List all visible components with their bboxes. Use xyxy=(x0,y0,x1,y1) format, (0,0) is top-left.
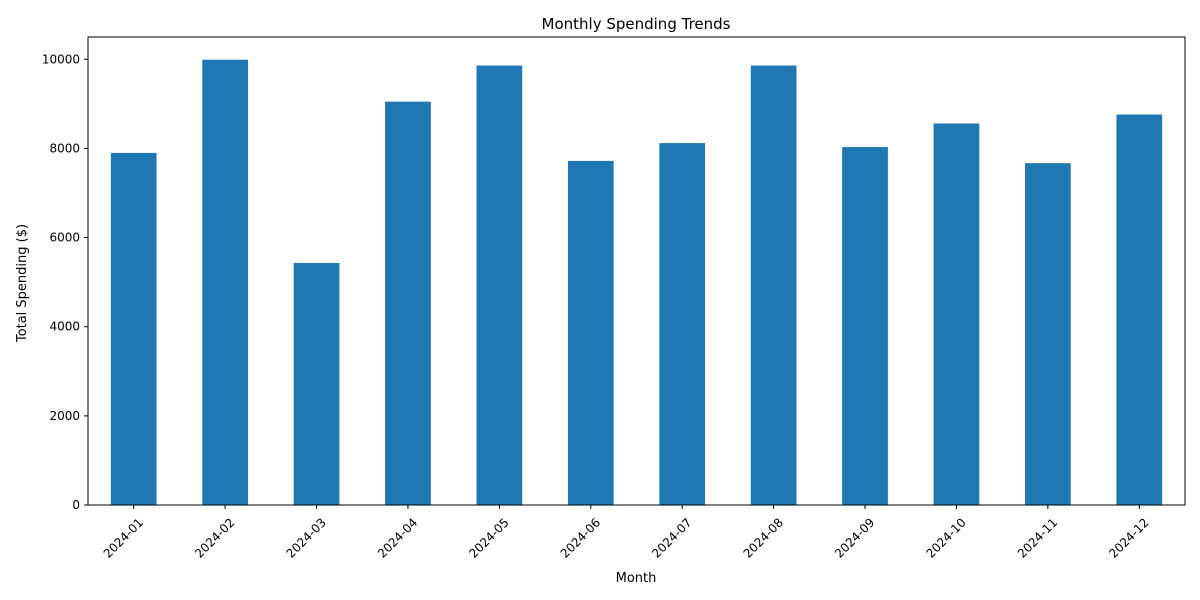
x-tick-label: 2024-10 xyxy=(923,515,968,560)
x-tick-label: 2024-11 xyxy=(1015,515,1060,560)
bar-2024-09 xyxy=(842,147,888,505)
x-tick-label: 2024-04 xyxy=(375,515,420,560)
chart-title: Monthly Spending Trends xyxy=(542,15,731,33)
x-tick-label: 2024-02 xyxy=(192,515,237,560)
x-tick-label: 2024-08 xyxy=(741,515,786,560)
bar-2024-10 xyxy=(933,123,980,506)
x-tick-label: 2024-06 xyxy=(558,515,603,560)
bar-2024-01 xyxy=(110,152,157,505)
bar-2024-11 xyxy=(1025,163,1071,505)
bar-2024-05 xyxy=(476,65,523,506)
bar-2024-12 xyxy=(1116,114,1163,505)
x-tick-label: 2024-07 xyxy=(649,515,694,560)
plot-frame xyxy=(87,36,1186,506)
x-tick-label: 2024-09 xyxy=(832,515,877,560)
x-tick-label: 2024-12 xyxy=(1106,515,1151,560)
y-tick-label: 0 xyxy=(72,498,80,512)
x-tick-label: 2024-05 xyxy=(466,515,511,560)
x-tick-label: 2024-03 xyxy=(284,515,329,560)
bar-2024-03 xyxy=(293,262,340,505)
y-tick-label: 10000 xyxy=(42,52,80,66)
bar-2024-02 xyxy=(202,59,248,505)
y-tick-label: 6000 xyxy=(49,231,80,245)
bar-2024-06 xyxy=(567,160,614,505)
y-tick-label: 4000 xyxy=(49,320,80,334)
x-tick-label: 2024-01 xyxy=(101,515,146,560)
y-axis-label: Total Spending ($) xyxy=(15,224,30,343)
bars-layer xyxy=(110,59,1163,506)
y-tick-label: 8000 xyxy=(49,141,80,155)
bar-2024-08 xyxy=(750,65,797,506)
y-tick-label: 2000 xyxy=(49,409,80,423)
bar-2024-07 xyxy=(659,143,706,505)
x-axis-label: Month xyxy=(616,571,657,586)
bar-2024-04 xyxy=(385,101,431,505)
